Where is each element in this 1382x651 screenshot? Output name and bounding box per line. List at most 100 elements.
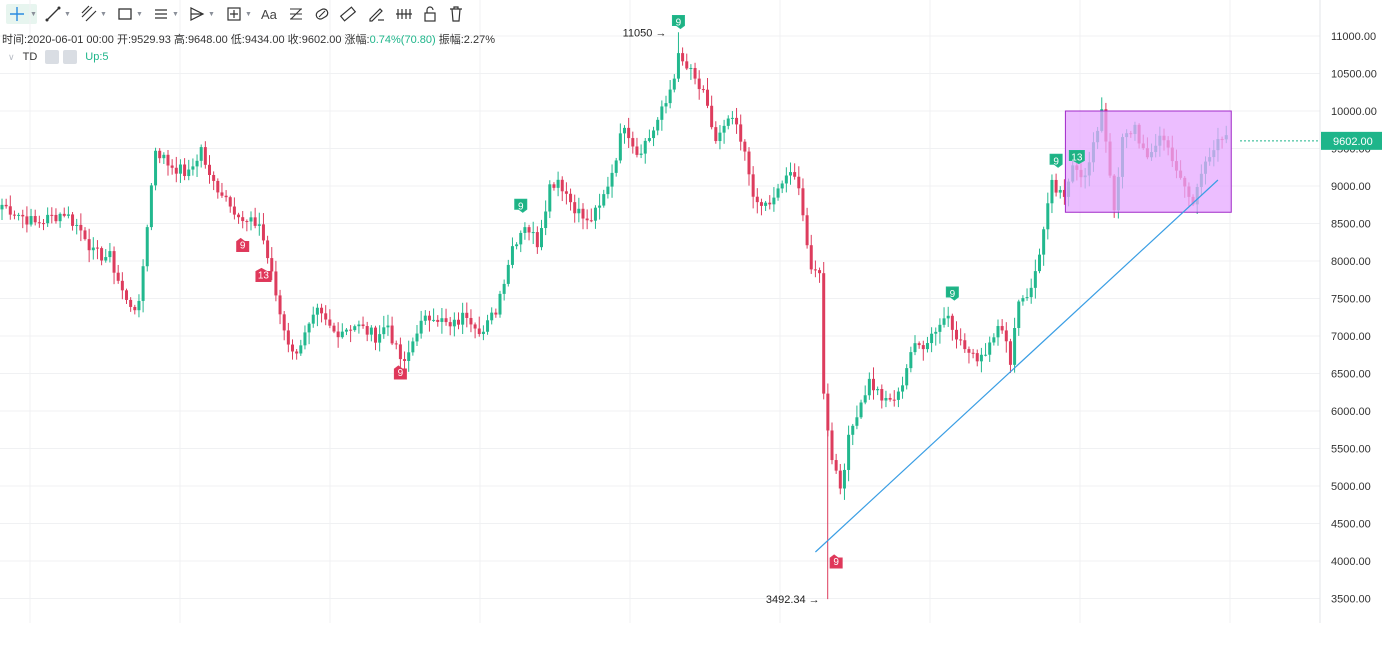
candle-body xyxy=(506,264,510,284)
candle-body xyxy=(1042,229,1046,255)
candle-body xyxy=(457,319,460,325)
rectangle-tool[interactable]: ▼ xyxy=(116,4,143,24)
ruler-tool[interactable] xyxy=(339,4,357,24)
candle-body xyxy=(764,202,768,206)
candle-body xyxy=(556,179,560,188)
candle-body xyxy=(585,218,589,221)
candle-body xyxy=(793,172,797,177)
candle-body xyxy=(896,391,900,400)
chevron-down-icon[interactable]: ▼ xyxy=(172,10,179,18)
candle-body xyxy=(145,227,149,267)
candle-body xyxy=(623,127,626,134)
candle-body xyxy=(174,167,178,174)
candle-body xyxy=(25,216,29,225)
candle-body xyxy=(141,266,145,301)
chevron-down-icon[interactable]: ▼ xyxy=(100,10,107,18)
amplitude-label: 振幅: xyxy=(438,34,464,46)
pencil-tool[interactable] xyxy=(367,4,387,24)
candle-body xyxy=(154,150,158,186)
candle-body xyxy=(452,319,456,327)
candle-body xyxy=(369,327,373,335)
candle-body xyxy=(726,118,730,126)
candle-body xyxy=(158,150,162,159)
candle-body xyxy=(216,180,220,193)
crosshair-icon xyxy=(10,7,24,21)
y-tick-label: 8500.00 xyxy=(1331,219,1371,231)
candle-body xyxy=(166,154,170,166)
measure-icon xyxy=(227,7,241,21)
candle-body xyxy=(544,211,548,229)
chevron-down-icon[interactable]: ▼ xyxy=(245,10,252,18)
lock-tool[interactable] xyxy=(421,4,439,24)
horizontal-lines-tool[interactable]: ▼ xyxy=(152,4,179,24)
candle-body xyxy=(8,206,12,215)
candle-body xyxy=(120,280,124,291)
candle-body xyxy=(79,224,83,231)
candle-body xyxy=(701,89,705,91)
candle-body xyxy=(481,331,485,335)
candle-body xyxy=(768,202,772,205)
crosshair-tool[interactable]: ▼ xyxy=(6,4,37,24)
candle-body xyxy=(203,147,207,165)
candle-body xyxy=(191,166,195,170)
candle-body xyxy=(100,248,104,261)
candle-body xyxy=(1013,328,1017,365)
candle-body xyxy=(228,197,232,207)
candle-body xyxy=(610,172,614,187)
low-annotation-label: 3492.34 → xyxy=(766,594,820,606)
indicator-settings-icon[interactable] xyxy=(45,50,60,64)
fib-tool[interactable] xyxy=(287,4,305,24)
chevron-down-icon[interactable]: ▼ xyxy=(64,10,71,18)
parallel-channel-tool[interactable]: ▼ xyxy=(80,4,107,24)
candle-body xyxy=(170,165,174,168)
chevron-down-icon[interactable]: ▼ xyxy=(30,10,37,18)
chevron-down-icon[interactable]: ▼ xyxy=(136,10,143,18)
y-tick-label: 6000.00 xyxy=(1331,406,1371,418)
candle-body xyxy=(652,130,656,139)
candle-body xyxy=(12,214,16,216)
close-value: 9602.00 xyxy=(301,34,342,46)
candle-body xyxy=(266,240,270,259)
td-marker-label: 13 xyxy=(258,271,270,282)
text-tool[interactable]: Aa xyxy=(261,4,277,24)
trend-line-tool[interactable]: ▼ xyxy=(44,4,71,24)
candle-body xyxy=(510,246,514,265)
brush-tool[interactable] xyxy=(313,4,331,24)
low-label: 低: xyxy=(230,34,245,46)
candle-body xyxy=(905,368,909,386)
collapse-chevron-icon[interactable]: ∨ xyxy=(8,51,15,62)
candle-body xyxy=(710,105,714,128)
chart-tools-tool[interactable] xyxy=(395,4,413,24)
chevron-down-icon[interactable]: ▼ xyxy=(208,10,215,18)
td-marker: 9 xyxy=(945,286,959,301)
candle-body xyxy=(224,195,228,198)
candle-body xyxy=(996,326,1000,338)
candle-body xyxy=(955,329,958,340)
candle-body xyxy=(212,175,216,181)
candle-body xyxy=(253,217,257,226)
candle-body xyxy=(42,223,45,225)
candle-body xyxy=(95,247,99,249)
candle-body xyxy=(386,325,390,328)
delete-tool[interactable] xyxy=(447,4,465,24)
candle-body xyxy=(423,315,427,321)
candle-body xyxy=(813,269,817,271)
measure-tool[interactable]: ▼ xyxy=(225,4,252,24)
candle-body xyxy=(50,214,54,216)
candle-body xyxy=(759,202,763,206)
candle-body xyxy=(344,329,348,332)
candle-body xyxy=(739,124,743,142)
candlestick-chart[interactable]: 9 13 9 9 9 9 9 9 13 11050 → 3492.34 → 11000.00 1050… xyxy=(0,0,1382,623)
pattern-tool[interactable]: ▼ xyxy=(188,4,215,24)
candle-body xyxy=(888,397,892,400)
candle-body xyxy=(979,354,983,362)
indicator-close-icon[interactable] xyxy=(63,50,78,64)
candle-body xyxy=(407,352,411,361)
candle-body xyxy=(208,164,211,176)
candle-body xyxy=(415,333,419,342)
candle-body xyxy=(1033,271,1037,288)
close-label: 收: xyxy=(287,34,302,46)
candle-body xyxy=(162,154,166,159)
candle-body xyxy=(66,214,70,216)
candle-body xyxy=(249,217,253,222)
